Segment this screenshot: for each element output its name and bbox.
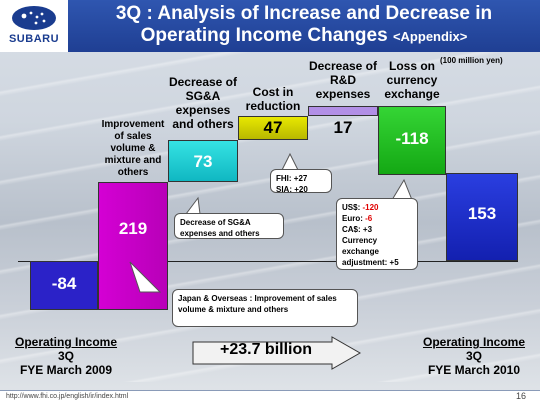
caption-left-sub2: FYE March 2009 — [19, 363, 113, 377]
callout-cost-fhi: FHI: +27 — [276, 174, 308, 183]
bar-loss — [378, 106, 446, 175]
bar-value-rnd: 17 — [333, 118, 353, 137]
page-title: 3Q : Analysis of Increase and Decrease i… — [68, 3, 540, 48]
caption-right-sub2: FYE March 2010 — [427, 363, 521, 377]
pointer-fx — [391, 178, 413, 201]
callout-cost-sia: SIA: +20 — [276, 185, 308, 194]
bar-rnd — [308, 106, 378, 116]
bar-improvement — [98, 182, 168, 310]
callout-sga: Decrease of SG&A expenses and others — [174, 213, 284, 239]
caption-left-title: Operating Income — [14, 335, 118, 349]
callout-fx-euro: Euro: -6 — [342, 213, 412, 224]
callout-fx-adj: Currency exchange adjustment: +5 — [342, 236, 399, 267]
title-line1: 3Q : Analysis of Increase and Decrease i… — [115, 3, 493, 24]
bar-fy2010 — [446, 173, 518, 261]
callout-japan-text: Japan & Overseas : Improvement of sales … — [178, 294, 337, 314]
logo-area: SUBARU — [0, 0, 68, 52]
bar-value-fy2010: 153 — [467, 204, 497, 223]
bar-value-improvement: 219 — [118, 219, 148, 238]
increase-arrow-text: +23.7 billion — [219, 341, 313, 358]
pointer-sga — [185, 196, 201, 215]
brand-text: SUBARU — [8, 33, 60, 45]
fx-us-label: US$: — [342, 203, 361, 212]
label-sga: Decrease of SG&A expenses and others — [168, 75, 238, 131]
callout-sga-text: Decrease of SG&A expenses and others — [180, 218, 260, 238]
pointer-cost — [281, 152, 299, 171]
caption-left-sub1: 3Q — [57, 349, 74, 363]
fx-euro-value: -6 — [365, 214, 373, 223]
fx-euro-label: Euro: — [342, 214, 363, 223]
label-improvement: Improvement of sales volume & mixture an… — [101, 119, 165, 178]
title-bar — [68, 0, 540, 52]
caption-left: Operating Income 3Q FYE March 2009 — [2, 335, 130, 377]
caption-right: Operating Income 3Q FYE March 2010 — [410, 335, 538, 377]
title-line2: Operating Income Changes — [140, 25, 388, 46]
increase-arrow — [192, 336, 362, 370]
label-cost: Cost in reduction — [245, 85, 301, 113]
bar-value-fy2009: -84 — [51, 274, 77, 293]
bar-sga — [168, 140, 238, 182]
caption-right-sub1: 3Q — [465, 349, 482, 363]
callout-fx-us: US$: -120 — [342, 202, 412, 213]
caption-right-title: Operating Income — [422, 335, 526, 349]
label-loss: Loss on currency exchange — [384, 59, 440, 101]
unit-note: (100 million yen) — [440, 56, 503, 65]
label-rnd: Decrease of R&D expenses — [308, 59, 378, 101]
fx-us-value: -120 — [362, 203, 379, 212]
baseline — [18, 261, 518, 262]
callout-fx: US$: -120 Euro: -6 CA$: +3 Currency exch… — [336, 198, 418, 270]
callout-cost: FHI: +27 SIA: +20 — [270, 169, 332, 194]
title-line2-wrap: Operating Income Changes <Appendix> — [68, 25, 540, 48]
title-appendix: <Appendix> — [392, 29, 468, 44]
bar-fy2009 — [30, 261, 98, 310]
bar-value-cost: 47 — [263, 118, 283, 137]
subaru-logo-icon — [12, 6, 56, 30]
callout-japan: Japan & Overseas : Improvement of sales … — [172, 289, 358, 327]
bar-value-loss: -118 — [395, 129, 429, 148]
footer-url[interactable]: http://www.fhi.co.jp/english/ir/index.ht… — [6, 393, 129, 400]
callout-fx-ca: CA$: +3 — [342, 225, 373, 234]
bar-cost — [238, 116, 308, 140]
page-number: 16 — [515, 391, 526, 401]
bar-value-sga: 73 — [193, 152, 213, 171]
footer — [0, 390, 540, 405]
